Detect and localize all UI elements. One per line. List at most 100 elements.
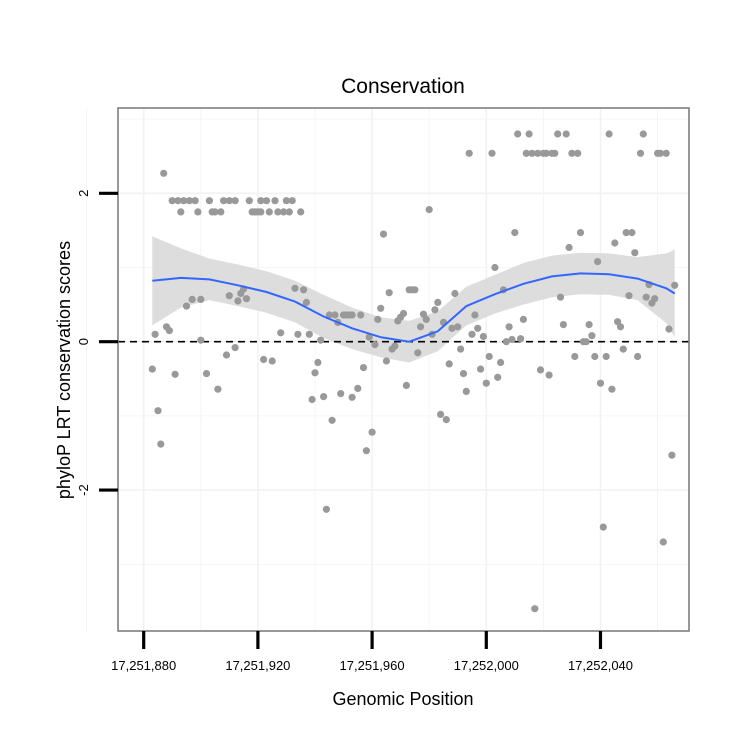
data-point: [425, 206, 433, 214]
data-point: [582, 338, 590, 346]
data-point: [451, 289, 459, 298]
data-point: [671, 281, 679, 289]
data-point: [616, 323, 625, 331]
data-point: [362, 447, 370, 455]
data-point: [422, 315, 430, 323]
y-tick-label: 0: [76, 338, 91, 345]
data-point: [477, 365, 485, 373]
data-point: [497, 358, 505, 367]
x-axis-title: Genomic Position: [332, 689, 473, 709]
data-point: [314, 358, 322, 367]
data-point: [502, 338, 510, 346]
data-point: [160, 169, 168, 177]
data-point: [534, 149, 542, 157]
data-point: [202, 370, 211, 378]
data-point: [180, 197, 188, 205]
data-point: [636, 149, 645, 157]
data-point: [174, 197, 182, 205]
data-point: [182, 302, 191, 310]
data-point: [371, 341, 379, 349]
data-point: [197, 295, 205, 303]
data-point: [565, 243, 573, 252]
data-point: [531, 605, 539, 613]
scatter-points: [148, 130, 679, 613]
data-point: [357, 311, 365, 319]
data-point: [631, 249, 639, 257]
data-point: [288, 197, 296, 205]
data-point: [217, 208, 225, 216]
data-point: [468, 330, 476, 338]
data-point: [382, 357, 390, 365]
data-point: [591, 352, 599, 361]
data-point: [271, 197, 279, 205]
data-point: [442, 416, 450, 424]
data-point: [659, 538, 667, 546]
data-point: [282, 197, 290, 205]
data-point: [554, 130, 562, 138]
data-point: [505, 323, 513, 331]
data-point: [171, 370, 179, 378]
data-point: [594, 258, 602, 266]
data-point: [494, 373, 502, 381]
data-point: [551, 149, 559, 157]
data-point: [508, 335, 516, 344]
data-point: [559, 321, 568, 329]
data-point: [417, 323, 425, 331]
data-point: [599, 523, 607, 531]
data-point: [359, 364, 368, 372]
data-point: [519, 315, 528, 323]
data-point: [479, 332, 487, 341]
data-point: [225, 292, 233, 300]
y-tick-label: 2: [76, 190, 91, 197]
data-point: [157, 440, 165, 448]
data-point: [411, 286, 419, 294]
data-point: [257, 197, 265, 205]
panel-border: [117, 107, 690, 632]
data-point: [596, 379, 605, 387]
data-point: [185, 197, 193, 205]
data-point: [445, 360, 453, 368]
data-point: [311, 369, 319, 377]
data-point: [265, 208, 273, 216]
data-point: [556, 293, 565, 301]
data-point: [462, 387, 470, 395]
y-axis: 2 0 -2: [76, 190, 118, 496]
data-point: [668, 451, 676, 459]
data-point: [528, 149, 536, 157]
data-point: [302, 298, 310, 306]
data-point: [317, 336, 325, 344]
data-point: [320, 393, 328, 401]
data-point: [414, 349, 422, 357]
data-point: [354, 384, 362, 392]
data-point: [191, 197, 199, 205]
data-point: [562, 130, 570, 138]
data-point: [305, 330, 313, 338]
data-point: [242, 295, 251, 303]
confidence-ribbon: [152, 236, 675, 363]
data-point: [297, 208, 305, 216]
data-point: [568, 149, 576, 157]
data-point: [151, 330, 159, 338]
data-point: [437, 410, 445, 418]
data-point: [605, 130, 613, 138]
data-point: [197, 336, 205, 344]
data-point: [459, 370, 468, 378]
data-point: [608, 385, 616, 393]
data-point: [385, 289, 393, 297]
data-point: [434, 298, 442, 306]
data-point: [291, 284, 299, 292]
x-axis: 17,251,880 17,251,920 17,251,960 17,252,000…: [111, 631, 633, 673]
data-point: [300, 286, 308, 294]
data-point: [231, 197, 239, 205]
data-point: [368, 428, 376, 436]
data-point: [634, 352, 642, 361]
data-point: [211, 208, 219, 216]
data-point: [448, 324, 456, 332]
y-axis-title: phyloP LRT conservation scores: [54, 241, 74, 499]
data-point: [165, 327, 173, 335]
data-point: [268, 357, 276, 365]
data-point: [348, 393, 356, 401]
data-point: [491, 263, 499, 272]
data-point: [168, 197, 176, 205]
